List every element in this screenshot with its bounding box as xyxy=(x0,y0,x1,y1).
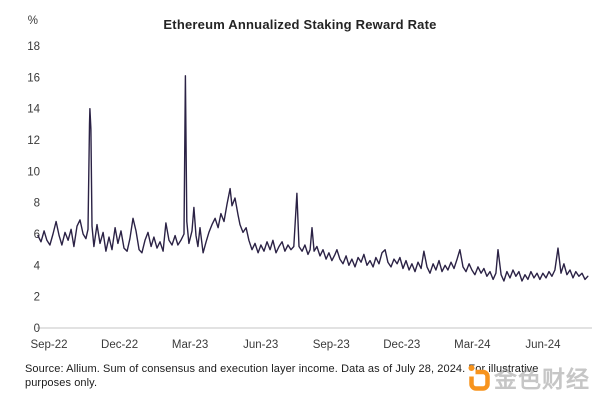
x-tick-label: Mar-23 xyxy=(172,339,208,351)
x-tick-label: Jun-24 xyxy=(525,339,561,351)
x-tick-label: Sep-23 xyxy=(313,339,350,351)
y-tick-label: 0 xyxy=(34,323,40,335)
source-note: Source: Allium. Sum of consensus and exe… xyxy=(25,363,539,390)
y-tick-label: 8 xyxy=(34,198,40,210)
y-tick-label: 12 xyxy=(27,135,40,147)
y-tick-label: 18 xyxy=(27,41,40,53)
y-tick-label: 6 xyxy=(34,229,40,241)
reward-rate-line xyxy=(37,75,589,282)
x-tick-label: Jun-23 xyxy=(243,339,278,351)
chart-title: Ethereum Annualized Staking Reward Rate xyxy=(163,17,437,32)
y-tick-label: 14 xyxy=(27,104,40,116)
y-axis-unit-label: % xyxy=(28,15,38,27)
y-tick-label: 10 xyxy=(27,166,40,178)
y-tick-label: 4 xyxy=(34,260,41,272)
x-tick-label: Sep-22 xyxy=(30,339,67,351)
x-tick-label: Dec-23 xyxy=(383,339,420,351)
y-tick-label: 16 xyxy=(27,72,40,84)
x-tick-label: Dec-22 xyxy=(101,339,138,351)
y-tick-label: 2 xyxy=(34,292,40,304)
x-tick-label: Mar-24 xyxy=(454,339,491,351)
